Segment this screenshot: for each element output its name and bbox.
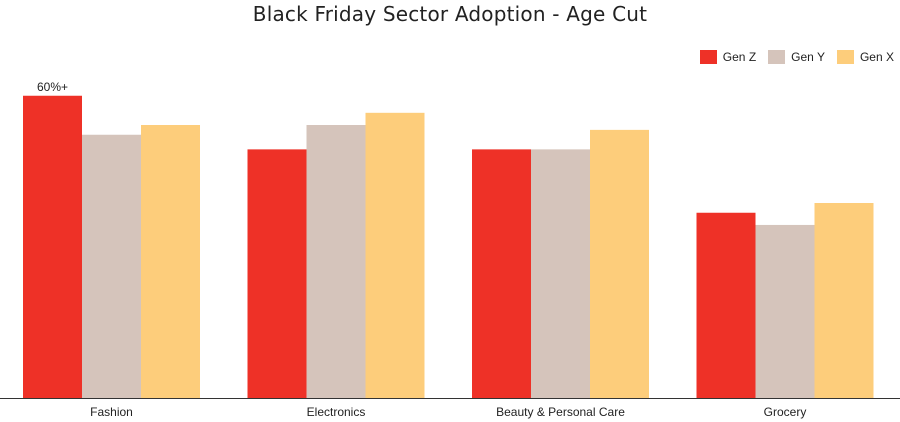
bar-fashion-gen-z <box>23 95 82 398</box>
legend-label-gen-z: Gen Z <box>722 50 757 64</box>
legend-item-gen-x: Gen X <box>836 50 894 64</box>
bar-grocery-gen-x <box>814 203 874 398</box>
bar-beauty-personal-care-gen-x <box>590 129 649 398</box>
legend-label-gen-x: Gen X <box>859 50 894 64</box>
legend-label-gen-y: Gen Y <box>791 50 825 64</box>
legend-swatch-gen-x <box>836 50 854 64</box>
bar-grocery-gen-y <box>755 224 815 398</box>
bar-beauty-personal-care-gen-z <box>472 149 531 398</box>
x-tick-label-beauty-personal-care: Beauty & Personal Care <box>496 405 625 419</box>
x-tick-label-grocery: Grocery <box>764 405 807 419</box>
bar-electronics-gen-x <box>365 112 425 398</box>
bar-electronics-gen-z <box>247 149 307 398</box>
x-tick-label-electronics: Electronics <box>307 405 366 419</box>
bar-fashion-gen-x <box>141 125 200 398</box>
bar-electronics-gen-y <box>306 125 366 398</box>
legend-swatch-gen-z <box>699 50 717 64</box>
chart-title: Black Friday Sector Adoption - Age Cut <box>252 2 648 26</box>
legend-swatch-gen-y <box>768 50 786 64</box>
bar-fashion-gen-y <box>82 134 141 398</box>
x-tick-label-fashion: Fashion <box>90 405 133 419</box>
data-label-fashion-gen-z: 60%+ <box>37 80 68 94</box>
bar-grocery-gen-z <box>696 212 756 398</box>
legend-item-gen-y: Gen Y <box>768 50 825 64</box>
chart-legend: Gen Z Gen Y Gen X <box>699 50 894 64</box>
bar-beauty-personal-care-gen-y <box>531 149 590 398</box>
legend-item-gen-z: Gen Z <box>699 50 757 64</box>
